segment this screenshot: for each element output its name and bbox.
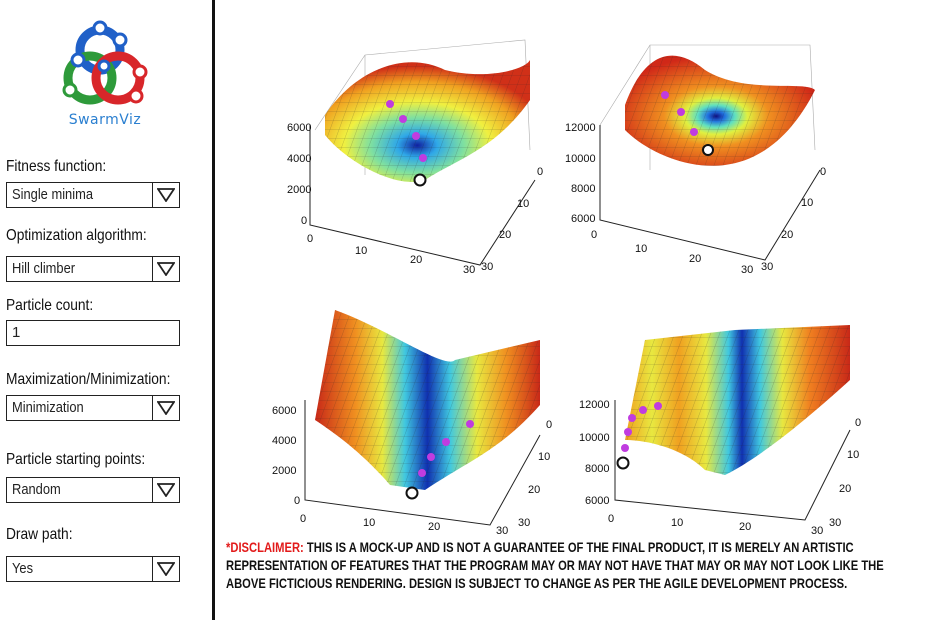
maximization-minimization-label: Maximization/Minimization:: [6, 371, 171, 388]
y-tick: 30: [481, 261, 493, 273]
y-tick: 0: [855, 417, 861, 429]
y-tick: 20: [528, 484, 540, 496]
particle-starting-points-select[interactable]: Random: [6, 477, 180, 503]
y-tick: 30: [761, 261, 773, 273]
disclaimer-label: *DISCLAIMER:: [226, 539, 304, 555]
z-tick: 0: [301, 215, 307, 227]
surface-plot-4: 12000 10000 8000 6000 0 10 20 30 0 10 20…: [575, 310, 865, 540]
x-tick: 30: [741, 264, 753, 276]
particle-starting-points-label: Particle starting points:: [6, 451, 146, 468]
surface-plot-2: 12000 10000 8000 6000 0 10 20 30 0 10 20…: [565, 30, 835, 280]
z-tick: 6000: [585, 495, 609, 507]
x-tick: 20: [428, 521, 440, 533]
x-tick: 0: [307, 233, 313, 245]
y-tick: 20: [499, 229, 511, 241]
y-tick: 30: [829, 517, 841, 529]
optimization-algorithm-value: Hill climber: [12, 260, 76, 277]
x-tick: 20: [689, 253, 701, 265]
chevron-down-icon[interactable]: [152, 257, 179, 281]
disclaimer: *DISCLAIMER: THIS IS A MOCK-UP AND IS NO…: [226, 538, 922, 592]
x-tick: 0: [591, 229, 597, 241]
draw-path-select[interactable]: Yes: [6, 556, 180, 582]
x-tick: 30: [811, 525, 823, 537]
optimum-marker: [405, 486, 419, 500]
z-tick: 10000: [579, 432, 610, 444]
chevron-down-icon[interactable]: [152, 478, 179, 502]
z-tick: 6000: [571, 213, 595, 225]
x-tick: 10: [355, 245, 367, 257]
z-tick: 2000: [272, 465, 296, 477]
z-tick: 6000: [287, 122, 311, 134]
maximization-minimization-value: Minimization: [12, 399, 84, 416]
optimization-algorithm-label: Optimization algorithm:: [6, 227, 147, 244]
particle-starting-points-value: Random: [12, 481, 61, 498]
y-tick: 30: [518, 517, 530, 529]
maximization-minimization-select[interactable]: Minimization: [6, 395, 180, 421]
surface-plot-3: 6000 4000 2000 0 0 10 20 30 0 10 20 30: [270, 310, 560, 540]
z-tick: 12000: [579, 399, 610, 411]
z-tick: 2000: [287, 184, 311, 196]
particle-path: [661, 91, 698, 136]
z-tick: 0: [294, 495, 300, 507]
particle-path: [418, 420, 474, 477]
x-tick: 30: [463, 264, 475, 276]
x-tick: 30: [496, 525, 508, 537]
z-tick: 6000: [272, 405, 296, 417]
y-tick: 0: [537, 166, 543, 178]
z-tick: 8000: [585, 463, 609, 475]
draw-path-value: Yes: [12, 560, 34, 577]
optimum-marker: [702, 144, 714, 156]
fitness-function-select[interactable]: Single minima: [6, 182, 180, 208]
y-tick: 10: [517, 198, 529, 210]
chevron-down-icon[interactable]: [152, 396, 179, 420]
y-tick: 10: [801, 197, 813, 209]
disclaimer-text: THIS IS A MOCK-UP AND IS NOT A GUARANTEE…: [226, 539, 884, 591]
x-tick: 20: [410, 254, 422, 266]
x-tick: 20: [739, 521, 751, 533]
fitness-function-value: Single minima: [12, 186, 94, 203]
particle-path: [386, 100, 427, 162]
draw-path-label: Draw path:: [6, 526, 73, 543]
swarmviz-logo: [48, 20, 178, 135]
fitness-function-label: Fitness function:: [6, 158, 107, 175]
y-tick: 10: [847, 449, 859, 461]
x-tick: 0: [300, 513, 306, 525]
y-tick: 20: [839, 483, 851, 495]
z-tick: 4000: [272, 435, 296, 447]
x-tick: 10: [363, 517, 375, 529]
x-tick: 0: [608, 513, 614, 525]
surface-plot-1: 6000 4000 2000 0 0 10 20 30 0 10 20 30: [285, 30, 545, 280]
x-tick: 10: [635, 243, 647, 255]
z-tick: 10000: [565, 153, 596, 165]
particle-count-label: Particle count:: [6, 297, 94, 314]
y-tick: 20: [781, 229, 793, 241]
z-tick: 8000: [571, 183, 595, 195]
z-tick: 4000: [287, 153, 311, 165]
particle-count-value: 1: [12, 324, 21, 341]
y-tick: 0: [546, 419, 552, 431]
panel-divider: [212, 0, 215, 620]
control-panel: SwarmViz Fitness function: Single minima…: [0, 0, 212, 620]
particle-path: [621, 402, 662, 452]
x-tick: 10: [671, 517, 683, 529]
start-marker: [616, 456, 630, 470]
y-tick: 0: [820, 166, 826, 178]
chevron-down-icon[interactable]: [152, 557, 179, 581]
optimum-marker: [413, 173, 427, 187]
particle-count-input[interactable]: 1: [6, 320, 180, 346]
z-tick: 12000: [565, 122, 596, 134]
optimization-algorithm-select[interactable]: Hill climber: [6, 256, 180, 282]
chevron-down-icon[interactable]: [152, 183, 179, 207]
app-name: SwarmViz: [68, 112, 142, 128]
y-tick: 10: [538, 451, 550, 463]
